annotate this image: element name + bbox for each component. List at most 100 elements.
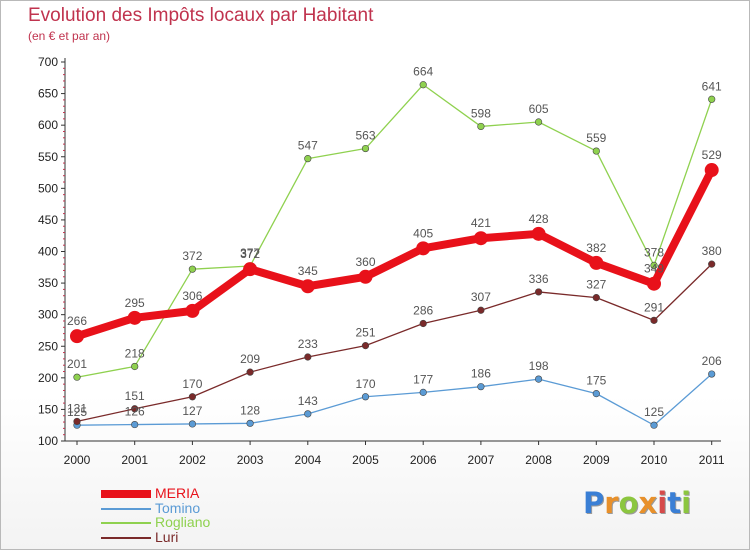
data-label-tomino: 177 [413, 372, 433, 386]
y-tick-label: 400 [38, 245, 58, 259]
y-tick-label: 550 [38, 150, 58, 164]
data-label-rogliano: 605 [529, 102, 549, 116]
data-label-meria: 345 [298, 264, 318, 278]
data-point-tomino [131, 420, 139, 429]
x-tick-label: 2011 [699, 453, 725, 467]
data-point-rogliano [592, 147, 600, 155]
data-label-tomino: 198 [529, 359, 549, 373]
data-point-luri [73, 417, 81, 426]
legend-swatch [101, 536, 151, 539]
data-point-tomino [592, 390, 600, 398]
data-label-meria: 529 [702, 148, 722, 162]
data-label-tomino: 143 [298, 394, 318, 408]
logo-letter: r [604, 486, 619, 520]
data-point-luri [650, 316, 658, 324]
y-tick-label: 300 [38, 308, 58, 322]
x-tick-label: 2007 [468, 453, 495, 467]
legend-swatch [101, 507, 151, 510]
data-point-rogliano [534, 118, 543, 126]
data-label-tomino: 170 [355, 377, 375, 391]
series-line-rogliano [76, 84, 713, 378]
data-point-luri [304, 353, 312, 361]
legend-item-luri: Luri [101, 529, 301, 545]
data-point-tomino [361, 393, 370, 401]
data-label-rogliano: 664 [413, 65, 433, 79]
data-label-meria: 372 [240, 247, 260, 261]
data-label-rogliano: 201 [67, 357, 87, 371]
data-point-meria [416, 241, 431, 256]
data-point-rogliano [73, 373, 81, 381]
data-point-tomino [188, 420, 196, 428]
data-point-rogliano [708, 95, 716, 103]
data-label-luri: 327 [586, 278, 606, 292]
data-label-luri: 380 [702, 244, 722, 258]
x-tick-label: 2005 [352, 453, 379, 467]
data-point-meria [531, 226, 546, 241]
data-label-luri: 291 [644, 300, 664, 314]
data-label-rogliano: 372 [182, 249, 202, 263]
y-tick-label: 350 [38, 276, 58, 290]
data-label-meria: 360 [355, 255, 375, 269]
data-label-rogliano: 641 [702, 79, 722, 93]
y-tick-label: 150 [38, 402, 58, 416]
data-label-luri: 209 [240, 352, 260, 366]
logo-letter: t [667, 486, 682, 520]
x-tick-label: 2009 [583, 453, 610, 467]
data-label-tomino: 125 [67, 405, 87, 419]
logo-letter: i [681, 486, 692, 520]
data-label-tomino: 127 [182, 404, 202, 418]
x-tick-label: 2001 [121, 453, 148, 467]
data-label-luri: 251 [355, 326, 375, 340]
data-point-luri [477, 306, 485, 314]
data-label-rogliano: 547 [298, 139, 318, 153]
data-point-tomino [246, 419, 254, 427]
data-label-meria: 421 [471, 216, 491, 230]
data-point-luri [419, 319, 427, 328]
legend-label: MERIA [155, 485, 200, 501]
y-tick-label: 650 [38, 87, 58, 101]
data-label-luri: 286 [413, 304, 433, 318]
data-label-luri: 336 [529, 272, 549, 286]
data-label-meria: 349 [644, 262, 664, 276]
data-point-meria [647, 276, 661, 291]
data-label-rogliano: 378 [644, 245, 664, 259]
data-label-luri: 170 [182, 377, 202, 391]
data-point-meria [185, 303, 200, 318]
logo-letter: x [638, 486, 658, 520]
data-point-luri [708, 260, 716, 268]
y-tick-label: 450 [38, 213, 58, 227]
data-label-tomino: 128 [240, 403, 260, 417]
chart-title: Evolution des Impôts locaux par Habitant [28, 5, 374, 26]
data-point-tomino [419, 388, 427, 396]
legend-swatch [101, 490, 151, 498]
data-point-luri [534, 288, 543, 296]
data-point-tomino [650, 421, 658, 429]
data-label-tomino: 126 [125, 405, 145, 419]
data-point-rogliano [650, 261, 658, 269]
data-label-tomino: 206 [702, 354, 722, 368]
chart-subtitle: (en € et par an) [28, 29, 111, 43]
data-label-tomino: 125 [644, 405, 664, 419]
data-point-meria [243, 262, 258, 277]
data-label-rogliano: 559 [586, 131, 606, 145]
data-point-meria [70, 329, 84, 344]
x-tick-label: 2008 [525, 453, 552, 467]
data-point-rogliano [304, 155, 312, 163]
data-label-rogliano: 218 [125, 346, 145, 360]
data-point-meria [589, 255, 604, 270]
data-label-luri: 307 [471, 290, 491, 304]
data-point-luri [131, 405, 139, 413]
legend-item-tomino: Tomino [101, 500, 301, 516]
x-tick-label: 2000 [64, 453, 91, 467]
x-tick-label: 2003 [237, 453, 264, 467]
legend-item-rogliano: Rogliano [101, 514, 301, 530]
data-label-meria: 428 [529, 212, 549, 226]
data-label-meria: 266 [67, 314, 87, 328]
data-point-rogliano [419, 81, 427, 89]
data-point-rogliano [188, 265, 196, 273]
legend-label: Tomino [155, 499, 201, 516]
y-tick-label: 100 [38, 434, 58, 448]
data-point-tomino [708, 370, 716, 378]
